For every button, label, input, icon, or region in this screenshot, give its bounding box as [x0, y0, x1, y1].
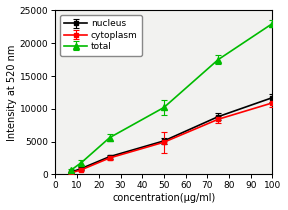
Y-axis label: Intensity at 520 nm: Intensity at 520 nm	[7, 44, 17, 140]
X-axis label: concentration(μg/ml): concentration(μg/ml)	[112, 193, 215, 203]
Legend: nucleus, cytoplasm, total: nucleus, cytoplasm, total	[60, 15, 142, 55]
